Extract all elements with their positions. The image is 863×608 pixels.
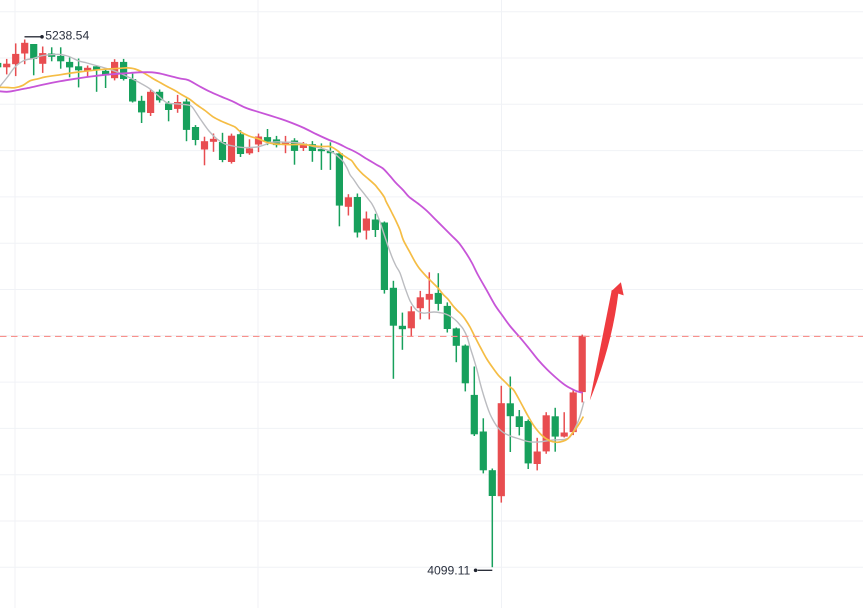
svg-text:5238.54: 5238.54 xyxy=(45,29,89,43)
svg-text:4099.11: 4099.11 xyxy=(427,564,470,578)
